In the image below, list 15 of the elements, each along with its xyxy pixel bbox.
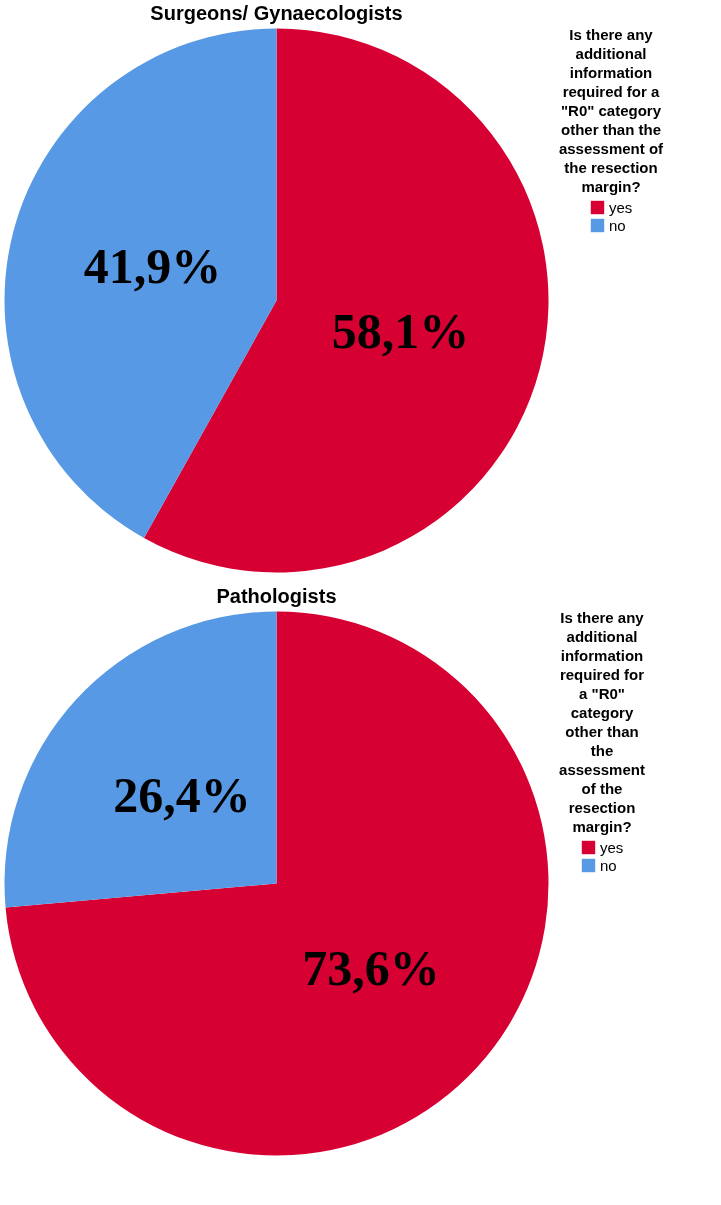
legend-label: no [609,216,626,234]
pie-slice [4,611,277,908]
data-label: 26,4% [113,767,251,824]
text: Is there any additional information required for a "R0" category other than the assessment of the resection margin? [558,26,664,195]
pie-slice [4,28,277,539]
data-label: 41,9% [83,238,222,295]
pie-slice [5,611,549,1156]
legend-label: yes [600,838,624,856]
legend-label: yes [609,198,633,216]
data-label: 73,6% [302,939,440,996]
data-label: 58,1% [331,302,470,359]
chart-title: Surgeons/ Gynaecologists [150,2,403,24]
chart-title: Pathologists [216,585,337,607]
text: Is there any additional information required for a "R0" category other than the assessment of the resection margin? [559,609,645,835]
legend-label: no [600,856,617,874]
